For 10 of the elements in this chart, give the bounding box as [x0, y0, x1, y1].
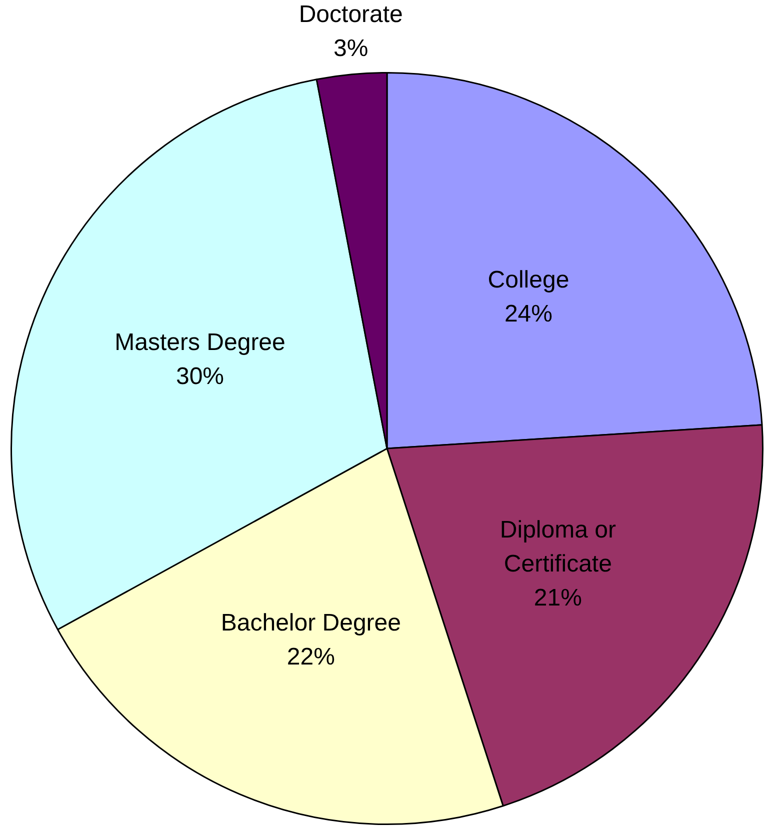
slice-label: Masters Degree — [114, 329, 286, 356]
data-label: 22% — [286, 643, 335, 670]
slice-label: Bachelor Degree — [220, 609, 401, 636]
data-label: 21% — [534, 584, 582, 612]
slice-label: Diploma or Certificate — [500, 516, 616, 578]
slice-label: College — [488, 266, 570, 294]
data-label: 30% — [176, 363, 224, 390]
data-label: 24% — [504, 300, 552, 328]
slice-label: Doctorate — [298, 1, 403, 28]
data-label: 3% — [334, 35, 368, 62]
